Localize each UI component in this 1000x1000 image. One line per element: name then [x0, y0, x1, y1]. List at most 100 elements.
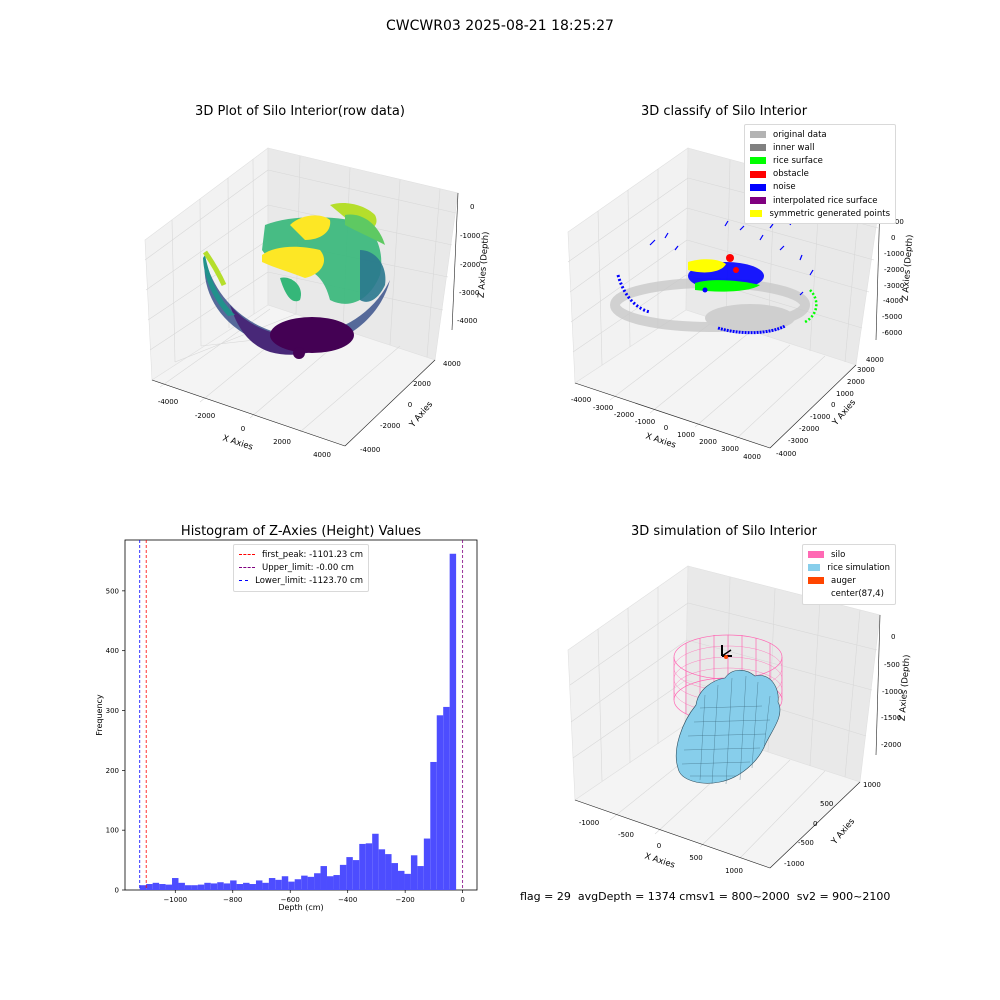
- legend-swatch: [808, 551, 824, 559]
- plot2-z-tick: -2000: [884, 266, 904, 274]
- plot1-x-label: X Axies: [221, 433, 254, 452]
- legend-label: rice surface: [773, 155, 823, 166]
- plot2-title: 3D classify of Silo Interior: [640, 104, 808, 119]
- plot4-title: 3D simulation of Silo Interior: [631, 524, 817, 539]
- histogram-bar: [307, 876, 315, 890]
- histogram-bar: [268, 878, 276, 890]
- plot4-z-label: Z Axies (Depth): [898, 654, 913, 721]
- histogram-bar: [275, 879, 282, 890]
- plot2-z-tick: -4000: [883, 297, 903, 305]
- plot4-rice-surface: [675, 669, 781, 785]
- histogram-bar: [372, 833, 379, 890]
- plot4-legend: silo rice simulation auger center(87,4): [802, 544, 896, 605]
- legend-entry: interpolated rice surface: [750, 194, 890, 207]
- histogram-x-tick: −1000: [163, 896, 187, 904]
- legend-swatch: [750, 170, 766, 178]
- histogram-bar: [159, 884, 166, 890]
- legend-swatch: [239, 554, 255, 556]
- legend-entry: Lower_limit: -1123.70 cm: [239, 574, 363, 587]
- histogram-bar: [146, 884, 153, 890]
- histogram-y-tick: 0: [115, 887, 119, 895]
- histogram-x-tick: −200: [396, 896, 415, 904]
- plot1-z-tick: 0: [470, 203, 474, 211]
- flag-text: flag = 29: [520, 890, 571, 903]
- legend-label: symmetric generated points: [769, 208, 890, 219]
- histogram-x-ticks: −1000 −800 −600 −400 −200 0: [163, 890, 465, 904]
- plot2-point-cloud: [610, 217, 818, 335]
- plot2-z-tick: 0: [891, 234, 895, 242]
- plot2-y-tick: -3000: [788, 437, 808, 445]
- histogram-bar: [249, 884, 256, 890]
- plot4-z-tick: 0: [891, 633, 895, 641]
- histogram-bar: [184, 885, 192, 890]
- plot1-x-tick: -4000: [158, 398, 178, 406]
- legend-label: first_peak: -1101.23 cm: [261, 549, 363, 560]
- legend-label: obstacle: [773, 169, 809, 180]
- legend-label: Upper_limit: -0.00 cm: [262, 562, 354, 573]
- plot4-y-tick: -1000: [784, 860, 804, 868]
- plot2-y-tick: 0: [831, 401, 835, 409]
- plot2-z-tick: -5000: [882, 313, 902, 321]
- histogram-bar: [301, 875, 308, 890]
- histogram-bar: [172, 878, 179, 890]
- plot4-x-tick: 500: [689, 854, 702, 862]
- plot4-y-tick: -500: [798, 839, 814, 847]
- sv1-text: sv1 = 800~2000: [696, 890, 790, 903]
- plot2-y-tick: -2000: [799, 425, 819, 433]
- histogram-bar: [178, 882, 185, 890]
- plot2-y-tick: -4000: [776, 450, 796, 458]
- legend-entry: first_peak: -1101.23 cm: [239, 548, 363, 561]
- plot1-x-tick: 4000: [313, 451, 331, 459]
- legend-swatch: [750, 197, 766, 205]
- histogram-bar: [320, 866, 327, 890]
- histogram-x-tick: 0: [460, 896, 464, 904]
- histogram-y-tick: 100: [106, 827, 119, 835]
- plot2-z-label: Z Axies (Depth): [901, 234, 916, 301]
- plot1-y-tick: 4000: [443, 360, 461, 368]
- plot4-y-tick: 500: [820, 800, 833, 808]
- legend-label: noise: [773, 182, 796, 193]
- histogram-y-tick: 500: [106, 587, 119, 595]
- plot4-z-tick: -500: [884, 661, 900, 669]
- legend-entry: inner wall: [750, 141, 890, 154]
- histogram-title: Histogram of Z-Axies (Height) Values: [180, 524, 422, 539]
- legend-entry: original data: [750, 128, 890, 141]
- plot2-y-tick: -1000: [810, 413, 830, 421]
- plot1-y-tick: 0: [408, 401, 412, 409]
- plot2-x-tick: -4000: [571, 396, 591, 404]
- plot4-x-tick: 0: [657, 842, 661, 850]
- histogram-bar: [139, 885, 147, 890]
- legend-swatch: [750, 144, 766, 152]
- legend-swatch: [239, 567, 255, 569]
- histogram-bar: [404, 873, 411, 890]
- plot4-x-label: X Axies: [643, 851, 676, 870]
- histogram-bar: [423, 838, 431, 890]
- histogram-bar: [365, 843, 373, 890]
- histogram-bar: [333, 875, 340, 890]
- legend-entry: obstacle: [750, 168, 890, 181]
- legend-entry: symmetric generated points: [750, 207, 890, 220]
- histogram-bar: [204, 882, 211, 890]
- plot1-z-tick: -3000: [459, 289, 479, 297]
- legend-label: auger: [831, 575, 856, 586]
- histogram-bar: [236, 884, 244, 890]
- histogram-bar: [294, 879, 302, 890]
- histogram-bar: [243, 882, 250, 890]
- histogram-chart: −1000 −800 −600 −400 −200 0 0100200300400500 …: [95, 539, 478, 912]
- histogram-bar: [339, 864, 347, 890]
- histogram-bar: [346, 857, 353, 890]
- plot1-x-tick: -2000: [195, 412, 215, 420]
- stats-footer: flag = 29 avgDepth = 1374 cmsv1 = 800~20…: [520, 890, 890, 903]
- legend-entry: rice simulation: [808, 561, 890, 574]
- histogram-y-label: Frequency: [95, 694, 104, 736]
- histogram-bar: [359, 843, 366, 890]
- legend-swatch: [808, 577, 824, 585]
- histogram-y-tick: 300: [106, 707, 119, 715]
- legend-swatch: [239, 580, 249, 582]
- legend-label: original data: [773, 129, 827, 140]
- plot2-x-tick: 1000: [677, 431, 695, 439]
- histogram-x-tick: −600: [281, 896, 300, 904]
- legend-label: rice simulation: [827, 562, 890, 573]
- legend-swatch: [750, 131, 766, 139]
- avg-depth-text: avgDepth = 1374 cm: [577, 890, 697, 903]
